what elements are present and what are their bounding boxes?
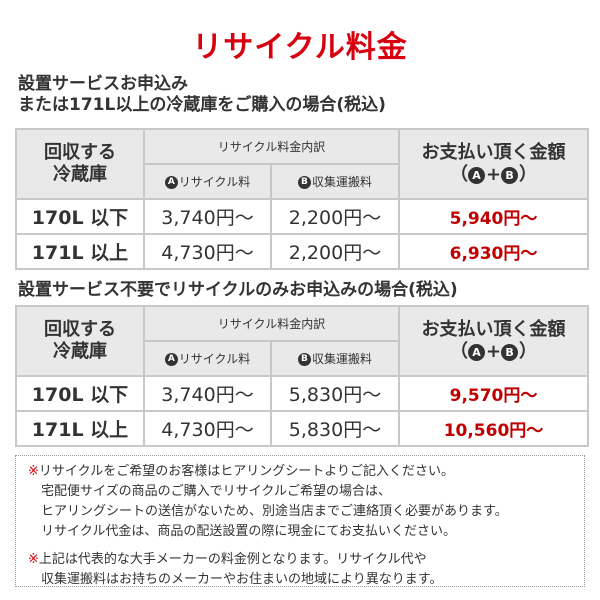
header-line: お支払い頂く金額 — [421, 319, 566, 340]
badge-b-icon: B — [501, 166, 519, 184]
total-cell: 6,930円〜 — [398, 233, 589, 270]
paren: （ — [449, 341, 468, 362]
badge-b-icon: B — [297, 353, 311, 366]
plus: + — [485, 341, 502, 362]
size-cell: 170L 以下 — [15, 375, 145, 412]
note-mark: ※ — [28, 552, 39, 567]
badge-b-icon: B — [501, 343, 519, 361]
price-table-recycle-only: 回収する 冷蔵庫 リサイクル料金内訳 お支払い頂く金額 （A + B） A リサイクル… — [15, 305, 589, 447]
paren: ） — [519, 341, 538, 362]
transport-fee-header: B 収集運搬料 — [270, 163, 400, 200]
note-line: リサイクル代金は、商品の配送設置の際に現金にてお支払いください。 — [41, 524, 456, 539]
total-cell: 10,560円〜 — [398, 410, 589, 447]
plus: + — [485, 164, 502, 185]
header-line: 冷蔵庫 — [53, 164, 107, 185]
page-title: リサイクル料金 — [192, 30, 408, 65]
header-line: お支払い頂く金額 — [421, 142, 566, 163]
total-header: お支払い頂く金額 （A + B） — [398, 128, 589, 200]
paren: ） — [519, 164, 538, 185]
price-table-with-installation: 回収する 冷蔵庫 リサイクル料金内訳 お支払い頂く金額 （A + B） A リサイクル… — [15, 128, 589, 270]
recycle-fee-cell: 4,730円〜 — [143, 233, 272, 270]
transport-fee-cell: 5,830円〜 — [270, 375, 400, 412]
note-2: ※上記は代表的な大手メーカーの料金例となります。リサイクル代や 収集運搬料はお持… — [28, 550, 584, 590]
breakdown-header: リサイクル料金内訳 — [143, 128, 400, 165]
recycle-fee-header: A リサイクル料 — [143, 163, 272, 200]
header-line: 回収する — [44, 319, 116, 340]
label: リサイクル料 — [178, 352, 251, 366]
section1-heading-line1: 設置サービスお申込み — [18, 74, 188, 94]
table-row: 170L 以下 3,740円〜 5,830円〜 9,570円〜 — [15, 375, 589, 412]
fridge-size-header: 回収する 冷蔵庫 — [15, 305, 145, 377]
note-line: 収集運搬料はお持ちのメーカーやお住まいの地域により異なります。 — [41, 572, 443, 587]
badge-a-icon: A — [164, 176, 178, 189]
label: 収集運搬料 — [311, 352, 372, 366]
breakdown-header: リサイクル料金内訳 — [143, 305, 400, 342]
total-formula: （A + B） — [400, 164, 587, 186]
section2-heading: 設置サービス不要でリサイクルのみお申込みの場合(税込) — [18, 280, 458, 300]
transport-fee-cell: 5,830円〜 — [270, 410, 400, 447]
label: リサイクル料 — [178, 175, 251, 189]
recycle-fee-cell: 3,740円〜 — [143, 375, 272, 412]
fridge-size-header: 回収する 冷蔵庫 — [15, 128, 145, 200]
total-cell: 5,940円〜 — [398, 198, 589, 235]
paren: （ — [449, 164, 468, 185]
transport-fee-header: B 収集運搬料 — [270, 340, 400, 377]
recycle-fee-header: A リサイクル料 — [143, 340, 272, 377]
header-line: 冷蔵庫 — [53, 341, 107, 362]
header-line: 回収する — [44, 142, 116, 163]
table-row: 170L 以下 3,740円〜 2,200円〜 5,940円〜 — [15, 198, 589, 235]
section1-heading-line2: または171L以上の冷蔵庫をご購入の場合(税込) — [18, 95, 386, 115]
badge-a-icon: A — [467, 343, 485, 361]
note-1: ※リサイクルをご希望のお客様はヒアリングシートよりご記入ください。 宅配便サイズ… — [28, 462, 584, 542]
recycle-fee-cell: 4,730円〜 — [143, 410, 272, 447]
section1-heading: 設置サービスお申込み または171L以上の冷蔵庫をご購入の場合(税込) — [18, 74, 386, 116]
transport-fee-cell: 2,200円〜 — [270, 198, 400, 235]
total-formula: （A + B） — [400, 341, 587, 363]
note-line: リサイクルをご希望のお客様はヒアリングシートよりご記入ください。 — [38, 464, 454, 479]
transport-fee-cell: 2,200円〜 — [270, 233, 400, 270]
notes-box: ※リサイクルをご希望のお客様はヒアリングシートよりご記入ください。 宅配便サイズ… — [15, 455, 585, 587]
size-cell: 170L 以下 — [15, 198, 145, 235]
table-row: 171L 以上 4,730円〜 5,830円〜 10,560円〜 — [15, 410, 589, 447]
label: 収集運搬料 — [311, 175, 372, 189]
size-cell: 171L 以上 — [15, 233, 145, 270]
recycle-fee-cell: 3,740円〜 — [143, 198, 272, 235]
table-row: 171L 以上 4,730円〜 2,200円〜 6,930円〜 — [15, 233, 589, 270]
note-line: 上記は代表的な大手メーカーの料金例となります。リサイクル代や — [38, 552, 427, 567]
total-header: お支払い頂く金額 （A + B） — [398, 305, 589, 377]
badge-b-icon: B — [297, 176, 311, 189]
badge-a-icon: A — [164, 353, 178, 366]
badge-a-icon: A — [467, 166, 485, 184]
note-line: ヒアリングシートの送信がないため、別途当店までご連絡頂く必要があります。 — [41, 504, 508, 519]
note-line: 宅配便サイズの商品のご購入でリサイクルご希望の場合は、 — [41, 484, 391, 499]
size-cell: 171L 以上 — [15, 410, 145, 447]
note-mark: ※ — [28, 464, 39, 479]
total-cell: 9,570円〜 — [398, 375, 589, 412]
